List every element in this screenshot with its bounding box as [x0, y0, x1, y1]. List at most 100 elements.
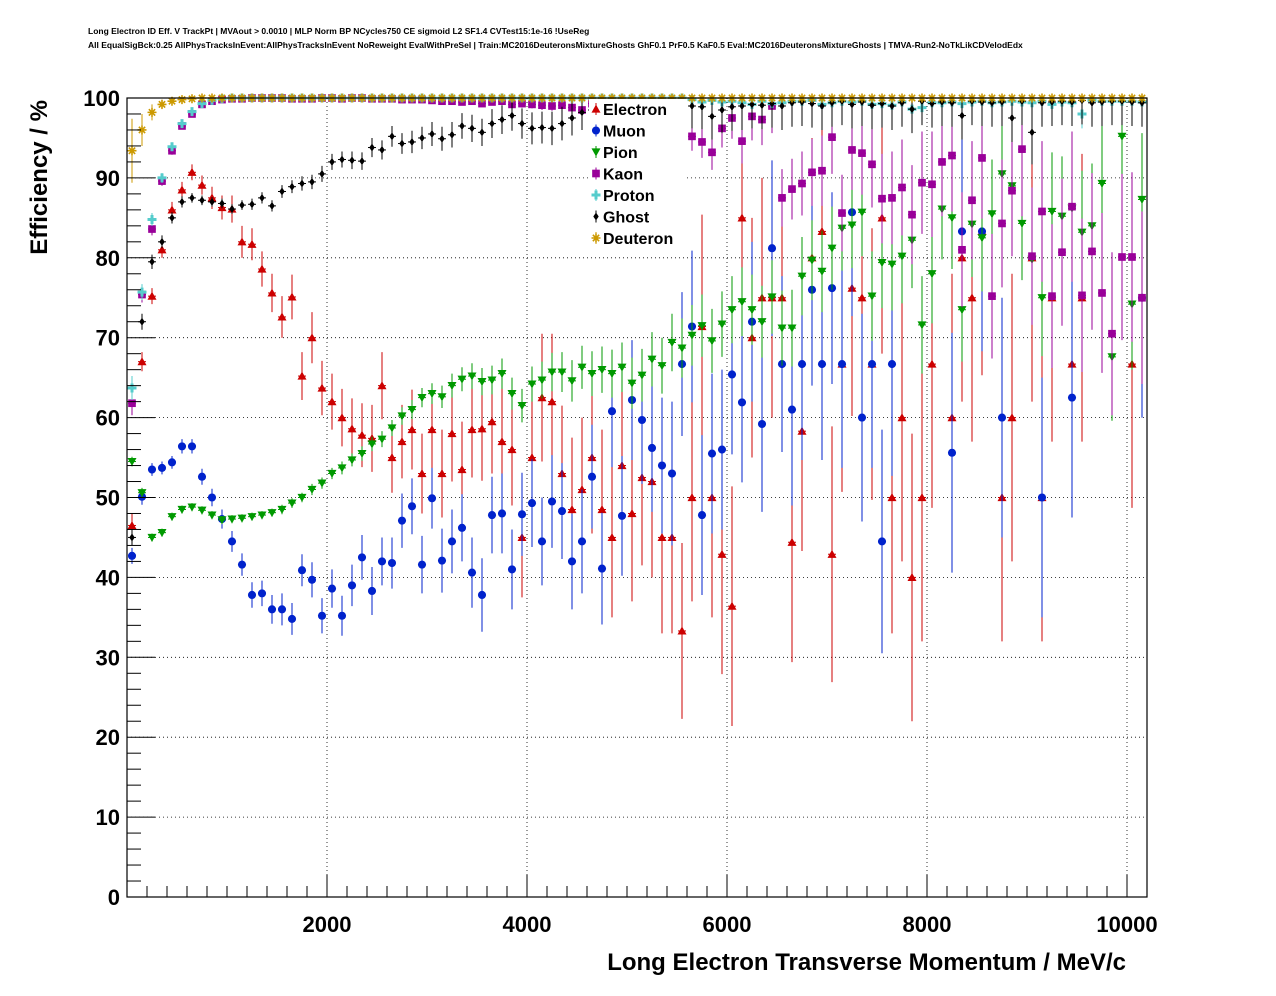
data-point: [858, 149, 866, 157]
data-point: [357, 430, 367, 439]
data-point: [769, 99, 775, 108]
data-point: [798, 179, 806, 188]
data-point: [477, 378, 487, 387]
data-point: [537, 537, 547, 546]
data-point: [429, 129, 435, 139]
data-point: [467, 568, 477, 577]
data-point: [1117, 132, 1127, 141]
data-point: [137, 125, 147, 135]
data-point: [818, 166, 826, 175]
data-point: [147, 291, 157, 300]
data-point: [167, 96, 177, 106]
data-point: [347, 581, 357, 590]
data-point: [179, 197, 185, 206]
data-point: [507, 390, 517, 399]
data-point: [927, 270, 937, 279]
data-point: [868, 160, 876, 169]
data-point: [497, 509, 507, 518]
data-point: [437, 393, 447, 402]
y-tick-label: 20: [96, 725, 120, 750]
data-point: [477, 590, 487, 600]
data-point: [707, 337, 717, 346]
legend-label: Muon: [603, 124, 646, 141]
data-point: [267, 509, 277, 518]
data-point: [137, 357, 147, 366]
data-point: [1139, 98, 1145, 107]
data-point: [737, 398, 747, 407]
data-point: [487, 376, 497, 385]
data-point: [337, 464, 347, 473]
data-point: [867, 360, 877, 369]
data-point: [367, 586, 377, 596]
data-point: [129, 533, 135, 542]
data-point: [849, 100, 855, 109]
data-point: [527, 380, 537, 389]
data-point: [227, 537, 237, 546]
data-point: [379, 145, 385, 154]
data-point: [788, 185, 796, 193]
data-point: [667, 338, 677, 347]
data-point: [1088, 247, 1096, 256]
data-point: [147, 107, 157, 117]
data-point: [457, 375, 467, 384]
data-point: [1007, 413, 1017, 422]
data-point: [547, 397, 557, 406]
data-point: [717, 445, 727, 454]
data-point: [1067, 393, 1077, 402]
x-axis-label: Long Electron Transverse Momentum / MeV/…: [607, 949, 1126, 976]
data-point: [467, 425, 477, 434]
data-point: [538, 101, 546, 110]
data-point: [897, 413, 907, 422]
data-point: [1038, 207, 1046, 216]
data-point: [127, 551, 137, 560]
data-point: [867, 292, 877, 301]
data-point: [787, 537, 797, 546]
data-point: [737, 213, 747, 222]
data-point: [947, 214, 957, 223]
data-point: [447, 537, 457, 546]
data-point: [1058, 248, 1066, 257]
data-point: [647, 443, 657, 453]
data-point: [1138, 293, 1146, 302]
data-point: [537, 376, 547, 385]
data-point: [1097, 179, 1107, 188]
data-point: [299, 179, 305, 188]
data-point: [157, 245, 167, 254]
data-point: [837, 360, 847, 369]
data-point: [1037, 493, 1047, 502]
data-point: [607, 532, 617, 542]
data-point: [479, 128, 485, 137]
data-point: [397, 437, 407, 446]
data-point: [177, 119, 187, 129]
legend-label: Deuteron: [603, 231, 673, 248]
data-point: [487, 417, 497, 426]
data-point: [719, 105, 725, 115]
data-point: [127, 383, 137, 393]
data-point: [239, 201, 245, 210]
data-point: [489, 119, 495, 128]
data-point: [767, 244, 777, 253]
data-point: [369, 143, 375, 152]
data-point: [698, 138, 706, 146]
data-point: [167, 205, 177, 214]
data-point: [507, 445, 517, 454]
data-point: [1098, 289, 1106, 297]
data-point: [787, 324, 797, 333]
legend-label: Electron: [603, 102, 667, 119]
data-point: [359, 157, 365, 166]
data-point: [169, 213, 175, 222]
legend-entry: Pion: [591, 145, 638, 162]
data-point: [778, 194, 786, 202]
x-tick-label: 10000: [1096, 912, 1157, 937]
data-point: [727, 601, 737, 610]
data-point: [657, 532, 667, 542]
chart-title-line-2: All EqualSigBck:0.25 AllPhysTracksInEven…: [88, 40, 1023, 50]
data-point: [998, 219, 1006, 228]
data-point: [737, 298, 747, 307]
data-point: [177, 505, 187, 514]
data-point: [1137, 195, 1147, 204]
data-point: [749, 100, 755, 109]
data-point: [197, 506, 207, 515]
data-point: [978, 154, 986, 162]
data-point: [938, 158, 946, 166]
